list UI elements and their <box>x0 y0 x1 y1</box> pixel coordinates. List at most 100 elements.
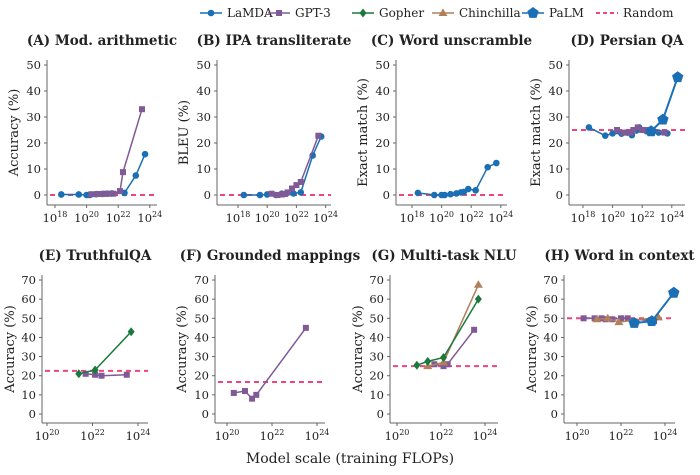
x-tick-label: 1022 <box>80 428 105 443</box>
data-point <box>119 169 126 176</box>
x-tick-label: 1022 <box>284 210 309 225</box>
y-tick-label: 50 <box>375 58 390 72</box>
data-point <box>315 132 322 139</box>
y-tick-label: 10 <box>196 162 211 176</box>
x-tick-label: 1020 <box>215 428 240 443</box>
y-axis-label: Accuracy (%) <box>3 305 18 394</box>
x-tick-label: 1018 <box>400 210 425 225</box>
y-tick-label: 30 <box>543 350 558 364</box>
x-tick-label: 1022 <box>106 210 131 225</box>
data-point <box>672 71 684 83</box>
x-tick-label: 1024 <box>313 210 338 225</box>
data-point <box>614 317 624 326</box>
y-tick-label: 60 <box>194 292 209 306</box>
x-tick-label: 1020 <box>565 428 590 443</box>
data-point <box>441 191 448 199</box>
data-point <box>464 185 472 193</box>
series-line <box>61 153 146 196</box>
legend-label: GPT-3 <box>295 6 331 20</box>
x-tick-label: 1022 <box>260 428 285 443</box>
legend-marker-pentagon-icon <box>527 7 539 18</box>
y-tick-label: 30 <box>26 110 41 124</box>
y-axis-label: Exact match (%) <box>356 78 371 187</box>
data-point <box>472 187 479 194</box>
series-gopher <box>75 327 135 379</box>
data-point <box>628 317 640 328</box>
data-point <box>493 159 500 167</box>
data-point <box>639 127 646 133</box>
y-tick-label: 10 <box>21 388 36 402</box>
y-tick-label: 40 <box>369 330 384 344</box>
legend-item-lamda: LaMDA <box>200 6 273 20</box>
data-point <box>646 315 658 326</box>
data-point <box>414 189 422 197</box>
series-line <box>78 331 132 375</box>
series-palm <box>645 71 684 137</box>
y-axis-label: Accuracy (%) <box>525 305 540 394</box>
y-tick-label: 40 <box>543 330 558 344</box>
data-point <box>471 326 478 333</box>
y-tick-label: 30 <box>194 350 209 364</box>
y-tick-label: 40 <box>194 330 209 344</box>
data-point <box>240 191 248 199</box>
data-point <box>630 127 637 133</box>
data-point <box>253 391 260 398</box>
legend-item-gpt3: GPT-3 <box>268 6 331 20</box>
x-tick-label: 1024 <box>488 210 513 225</box>
series-gpt3 <box>268 132 322 198</box>
data-point <box>98 372 105 379</box>
y-tick-label: 30 <box>375 110 390 124</box>
legend-marker-diamond-icon <box>359 8 367 18</box>
data-point <box>302 324 309 331</box>
data-point <box>592 314 602 323</box>
y-tick-label: 30 <box>21 350 36 364</box>
y-tick-label: 40 <box>375 84 390 98</box>
series-line <box>416 298 480 366</box>
data-point <box>57 191 65 198</box>
y-axis-label: Accuracy (%) <box>175 305 190 394</box>
x-tick-label: 1018 <box>43 210 68 225</box>
data-point <box>102 190 109 197</box>
data-point <box>123 371 130 378</box>
data-point <box>657 113 669 125</box>
data-point <box>634 124 641 131</box>
y-tick-label: 60 <box>21 292 36 306</box>
legend-marker-triangle-icon <box>438 8 448 16</box>
panel-title: (C) Word unscramble <box>371 33 532 49</box>
x-tick-label: 1024 <box>653 428 678 443</box>
x-tick-label: 1020 <box>74 210 99 225</box>
data-point <box>94 190 101 197</box>
data-point <box>249 395 256 402</box>
data-point <box>601 132 609 140</box>
y-tick-label: 0 <box>34 188 41 202</box>
data-point <box>241 388 248 395</box>
y-tick-label: 0 <box>204 188 211 202</box>
data-point <box>88 191 95 198</box>
series-gpt3 <box>230 324 309 402</box>
y-tick-label: 20 <box>548 136 563 150</box>
data-point <box>268 190 275 197</box>
y-tick-label: 70 <box>21 273 36 287</box>
data-point <box>138 106 145 113</box>
data-point <box>603 313 613 322</box>
y-tick-label: 50 <box>21 311 36 325</box>
data-point <box>430 191 438 199</box>
legend-marker-circle-icon <box>207 9 215 17</box>
y-tick-label: 10 <box>543 388 558 402</box>
x-tick-label: 1024 <box>137 210 162 225</box>
data-point <box>484 163 491 171</box>
data-point <box>585 124 593 131</box>
panel-title: (E) TruthfulQA <box>39 248 152 264</box>
data-point <box>230 389 237 396</box>
y-tick-label: 20 <box>375 136 390 150</box>
panel-title: (D) Persian QA <box>571 33 684 49</box>
data-point <box>297 179 304 185</box>
legend-item-gopher: Gopher <box>352 6 424 20</box>
legend-label: Gopher <box>379 6 424 20</box>
data-point <box>413 360 421 370</box>
